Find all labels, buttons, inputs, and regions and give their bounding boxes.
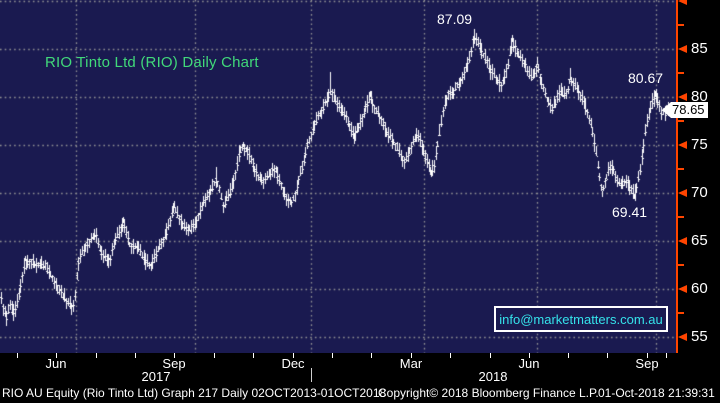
y-axis-label: 80 (691, 88, 708, 105)
x-axis-tick (174, 353, 175, 358)
email-watermark-box: info@marketmatters.com.au (494, 306, 668, 332)
y-axis-gutter (678, 0, 720, 353)
x-axis-tick (135, 353, 136, 358)
x-axis-month-label: Sep (162, 356, 186, 371)
x-axis-tick (490, 353, 491, 358)
y-axis-minor-tick (678, 120, 684, 122)
y-axis-major-tick (678, 333, 687, 341)
annotation-period-low: 69.41 (612, 204, 648, 220)
timestamp: 01-Oct-2018 21:39:31 (598, 386, 715, 400)
y-axis-minor-tick (678, 312, 684, 314)
x-axis-tick (529, 353, 530, 358)
x-axis-tick (96, 353, 97, 358)
x-axis-tick (371, 353, 372, 358)
security-description: RIO AU Equity (Rio Tinto Ltd) Graph 217 … (2, 386, 387, 400)
y-axis-label: 65 (691, 232, 708, 249)
x-axis-tick (666, 353, 667, 358)
x-axis-tick (253, 353, 254, 358)
y-axis-major-tick (678, 141, 687, 149)
x-axis-tick (568, 353, 569, 358)
x-axis-tick (56, 353, 57, 358)
y-axis-label: 75 (691, 136, 708, 153)
price-tag-arrow-icon (662, 102, 671, 118)
chart-title: RIO Tinto Ltd (RIO) Daily Chart (45, 54, 259, 71)
x-axis-month-label: Dec (281, 356, 305, 371)
email-link[interactable]: info@marketmatters.com.au (499, 311, 663, 327)
y-axis-major-tick (678, 93, 687, 101)
y-axis-major-tick (678, 0, 687, 5)
y-axis-line (676, 0, 678, 353)
chart-plot-area[interactable]: RIO Tinto Ltd (RIO) Daily Chart 87.09 80… (0, 0, 678, 353)
last-price-tag: 78.65 (662, 102, 708, 118)
annotation-swing-high: 80.67 (628, 70, 664, 86)
copyright-text: Copyright© 2018 Bloomberg Finance L.P. (378, 386, 599, 400)
y-axis-major-tick (678, 285, 687, 293)
x-axis-tick (293, 353, 294, 358)
x-axis-month-label: Jun (45, 356, 67, 371)
y-axis-minor-tick (678, 216, 684, 218)
y-axis-minor-tick (678, 168, 684, 170)
x-axis-year-label: 2018 (478, 369, 508, 384)
x-axis-tick (214, 353, 215, 358)
y-axis-major-tick (678, 189, 687, 197)
y-axis-label: 60 (691, 280, 708, 297)
x-axis-tick (647, 353, 648, 358)
x-axis-tick (607, 353, 608, 358)
y-axis-label: 85 (691, 40, 708, 57)
y-axis-label: 55 (691, 328, 708, 345)
y-axis-label: 70 (691, 184, 708, 201)
x-axis: Jun Sep Dec Mar Jun Sep 2017 2018 (0, 353, 720, 384)
last-price-value: 78.65 (671, 102, 708, 118)
year-separator (311, 368, 312, 382)
y-axis-minor-tick (678, 72, 684, 74)
x-axis-tick (17, 353, 18, 358)
price-bars-canvas (0, 0, 676, 353)
annotation-period-high: 87.09 (437, 11, 473, 27)
x-axis-tick (450, 353, 451, 358)
y-axis-major-tick (678, 45, 687, 53)
y-axis-minor-tick (678, 24, 684, 26)
x-axis-month-label: Sep (635, 356, 659, 371)
x-axis-tick (411, 353, 412, 358)
x-axis-month-label: Jun (518, 356, 540, 371)
x-axis-year-label: 2017 (141, 369, 171, 384)
y-axis-major-tick (678, 237, 687, 245)
y-axis-minor-tick (678, 264, 684, 266)
x-axis-tick (332, 353, 333, 358)
x-axis-month-label: Mar (399, 356, 423, 371)
status-bar: RIO AU Equity (Rio Tinto Ltd) Graph 217 … (0, 382, 720, 403)
